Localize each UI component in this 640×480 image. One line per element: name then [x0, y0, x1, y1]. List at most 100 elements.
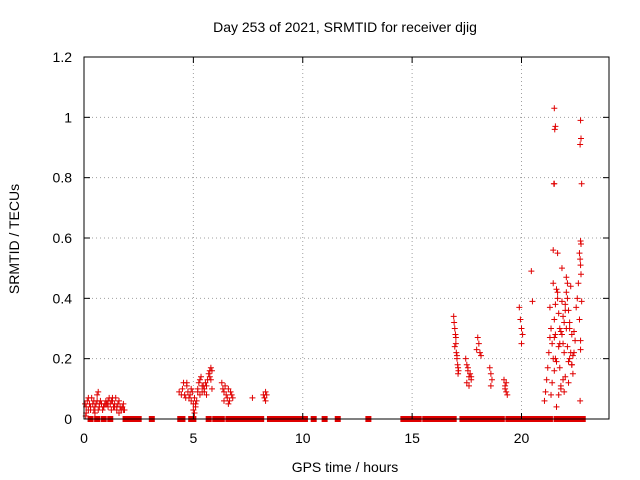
data-point — [578, 135, 584, 142]
data-point — [222, 382, 229, 389]
data-point — [451, 343, 458, 350]
data-point — [548, 391, 555, 398]
y-axis-label: SRMTID / TECUs — [6, 184, 22, 294]
data-point — [229, 394, 236, 401]
data-point — [221, 388, 227, 395]
data-point — [187, 391, 194, 398]
x-tick-label: 0 — [80, 430, 88, 446]
data-point — [518, 325, 525, 332]
data-point — [554, 295, 561, 302]
data-point — [549, 340, 556, 347]
data-point — [577, 256, 584, 263]
data-point — [544, 364, 551, 371]
data-point — [218, 379, 225, 386]
data-point — [562, 301, 569, 308]
data-point — [577, 346, 584, 353]
data-point — [208, 367, 215, 374]
data-point — [108, 406, 115, 413]
data-point — [206, 373, 213, 380]
data-point — [528, 268, 535, 275]
data-point — [463, 379, 470, 386]
data-point — [577, 262, 584, 269]
data-point — [517, 316, 524, 323]
data-point — [224, 394, 231, 401]
data-point — [550, 247, 557, 254]
data-point — [109, 394, 116, 401]
x-tick-label: 20 — [514, 430, 530, 446]
data-point — [225, 385, 232, 392]
data-point — [476, 349, 483, 356]
data-point — [228, 391, 235, 398]
data-point — [120, 400, 127, 407]
data-point — [555, 343, 562, 350]
data-point — [462, 355, 469, 362]
data-point — [84, 397, 91, 404]
data-point — [541, 397, 548, 404]
data-point — [487, 370, 494, 377]
data-point — [578, 180, 585, 187]
data-point — [223, 391, 230, 398]
data-point — [518, 340, 525, 347]
data-point — [552, 331, 559, 338]
data-point — [249, 394, 256, 401]
data-point — [205, 370, 212, 377]
data-point — [571, 349, 577, 356]
data-point — [516, 304, 523, 311]
data-point — [558, 331, 565, 338]
data-point — [551, 367, 558, 374]
data-point — [261, 394, 268, 401]
data-point — [564, 280, 571, 287]
data-point — [546, 304, 553, 311]
data-point — [554, 289, 561, 296]
data-point — [119, 403, 126, 410]
data-point — [557, 328, 564, 335]
y-tick-label: 0.8 — [53, 170, 73, 186]
data-point — [566, 355, 573, 362]
data-point — [553, 286, 560, 293]
x-tick-label: 15 — [404, 430, 420, 446]
data-point — [578, 298, 585, 305]
data-point — [545, 349, 552, 356]
data-point — [473, 346, 480, 353]
data-point — [487, 382, 494, 389]
data-point — [542, 388, 549, 395]
y-tick-label: 0.2 — [53, 351, 73, 367]
data-point — [551, 316, 558, 323]
y-tick-label: 1 — [64, 109, 72, 125]
data-point — [226, 397, 233, 404]
data-point — [575, 280, 582, 287]
data-point — [102, 400, 109, 407]
data-point — [467, 370, 474, 377]
data-point — [552, 123, 559, 130]
data-point — [85, 394, 92, 401]
data-point — [463, 361, 470, 368]
data-point — [455, 370, 462, 377]
data-point — [561, 319, 568, 326]
data-point — [100, 403, 107, 410]
data-point — [551, 105, 558, 112]
data-point — [529, 298, 536, 305]
data-point — [566, 319, 573, 326]
data-point — [565, 358, 572, 365]
data-point — [552, 355, 559, 362]
data-point — [94, 397, 101, 404]
data-point — [501, 376, 507, 383]
data-point — [576, 250, 583, 257]
data-point — [111, 403, 118, 410]
data-point — [468, 373, 475, 380]
y-tick-label: 1.2 — [53, 49, 73, 65]
y-tick-label: 0 — [64, 411, 72, 427]
data-point — [503, 388, 510, 395]
data-point — [568, 361, 575, 368]
data-point — [176, 388, 183, 395]
data-point — [195, 379, 202, 386]
data-point — [181, 391, 188, 398]
y-tick-label: 0.4 — [53, 290, 73, 306]
data-point — [556, 364, 563, 371]
data-point — [558, 265, 565, 272]
data-point — [552, 301, 559, 308]
data-point — [189, 388, 196, 395]
data-point — [561, 349, 568, 356]
data-point — [556, 325, 563, 332]
data-point — [219, 385, 226, 392]
